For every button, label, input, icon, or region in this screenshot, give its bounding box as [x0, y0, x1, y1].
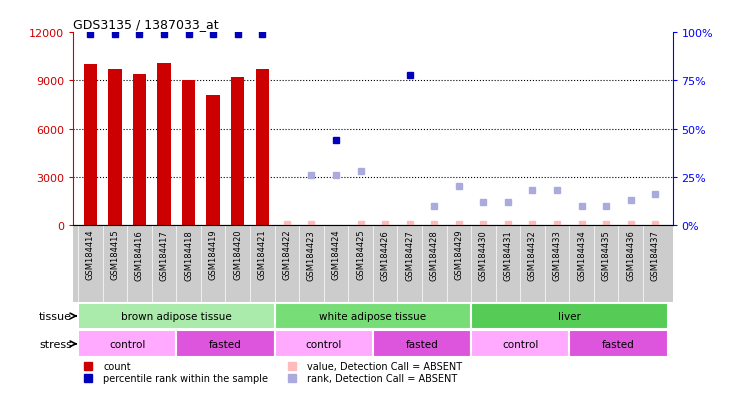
Text: GDS3135 / 1387033_at: GDS3135 / 1387033_at	[73, 17, 219, 31]
Bar	[471, 331, 569, 357]
Text: fasted: fasted	[209, 339, 242, 349]
Text: GSM184419: GSM184419	[208, 229, 218, 280]
Bar	[231, 78, 244, 225]
Text: GSM184417: GSM184417	[159, 229, 169, 280]
Bar	[569, 331, 667, 357]
Bar	[275, 331, 373, 357]
Text: control: control	[306, 339, 342, 349]
Text: brown adipose tissue: brown adipose tissue	[121, 311, 232, 321]
Text: GSM184433: GSM184433	[553, 229, 561, 280]
Text: GSM184424: GSM184424	[331, 229, 341, 280]
Text: count: count	[103, 361, 131, 371]
Bar	[373, 331, 471, 357]
Text: GSM184426: GSM184426	[381, 229, 390, 280]
Text: GSM184430: GSM184430	[479, 229, 488, 280]
Text: GSM184420: GSM184420	[233, 229, 242, 280]
Text: control: control	[502, 339, 539, 349]
Text: GSM184423: GSM184423	[307, 229, 316, 280]
Bar	[157, 64, 171, 225]
Bar	[206, 95, 220, 225]
Text: GSM184432: GSM184432	[528, 229, 537, 280]
Bar	[471, 303, 667, 330]
Text: GSM184431: GSM184431	[504, 229, 512, 280]
Text: GSM184415: GSM184415	[110, 229, 119, 280]
Text: fasted: fasted	[406, 339, 439, 349]
Bar	[256, 70, 269, 225]
Text: value, Detection Call = ABSENT: value, Detection Call = ABSENT	[307, 361, 462, 371]
Text: GSM184434: GSM184434	[577, 229, 586, 280]
Bar	[108, 70, 121, 225]
Text: control: control	[109, 339, 145, 349]
Bar	[275, 303, 471, 330]
Bar	[182, 80, 195, 225]
Text: liver: liver	[558, 311, 580, 321]
Text: GSM184435: GSM184435	[602, 229, 610, 280]
Bar	[132, 75, 146, 225]
Bar	[176, 331, 275, 357]
Text: GSM184422: GSM184422	[282, 229, 292, 280]
Text: tissue: tissue	[39, 311, 72, 321]
Text: rank, Detection Call = ABSENT: rank, Detection Call = ABSENT	[307, 373, 457, 383]
Text: percentile rank within the sample: percentile rank within the sample	[103, 373, 268, 383]
Text: GSM184436: GSM184436	[626, 229, 635, 280]
Text: stress: stress	[39, 339, 72, 349]
Text: GSM184429: GSM184429	[454, 229, 463, 280]
Bar	[78, 303, 275, 330]
Text: white adipose tissue: white adipose tissue	[319, 311, 426, 321]
Text: GSM184418: GSM184418	[184, 229, 193, 280]
Text: GSM184425: GSM184425	[356, 229, 365, 280]
Text: GSM184428: GSM184428	[430, 229, 439, 280]
Text: GSM184414: GSM184414	[86, 229, 95, 280]
Text: GSM184437: GSM184437	[651, 229, 660, 280]
Text: fasted: fasted	[602, 339, 635, 349]
Text: GSM184416: GSM184416	[135, 229, 144, 280]
Text: GSM184421: GSM184421	[258, 229, 267, 280]
Text: GSM184427: GSM184427	[405, 229, 414, 280]
Bar	[83, 65, 97, 225]
Bar	[78, 331, 176, 357]
